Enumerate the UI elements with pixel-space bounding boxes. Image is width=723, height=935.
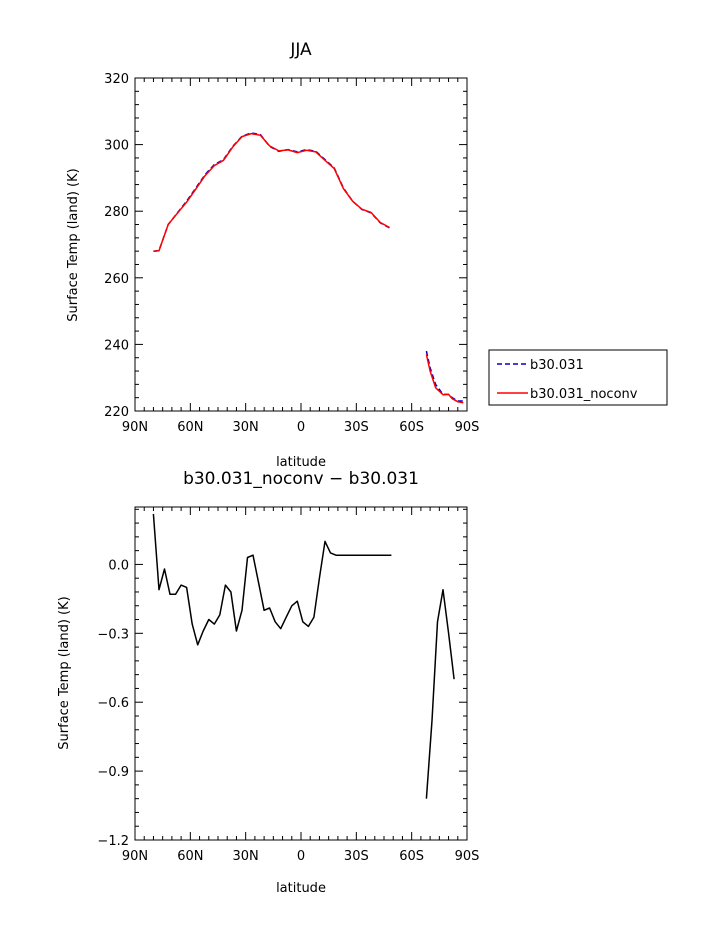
bottom-x-axis-label: latitude [276,881,326,896]
top-xtick-label: 30S [344,420,369,435]
legend-box [488,349,668,406]
bottom-xtick-label: 30N [233,849,259,864]
bottom-chart-title: b30.031_noconv − b30.031 [183,469,419,489]
top-y-axis-label: Surface Temp (land) (K) [66,168,81,321]
bottom-ytick-label: −0.3 [97,627,129,642]
bottom-y-axis-label: Surface Temp (land) (K) [57,596,72,749]
bottom-ticks: −1.2 −0.9 −0.6 −0.3 0.0 90N 60N 30N 0 30S 60S 90S [97,507,479,864]
top-plot-frame [134,77,468,412]
top-panel: JJA 220 240 260 280 300 320 90N 60N 30N 0 30S 60S 90… [66,40,668,470]
bottom-xtick-label: 90N [122,849,148,864]
legend-label-b30-031: b30.031 [530,358,584,373]
top-xtick-label: 0 [297,420,305,435]
top-chart-title: JJA [289,40,312,60]
bottom-xtick-label: 0 [297,849,305,864]
top-xtick-label: 30N [233,420,259,435]
top-series-lines [153,132,464,404]
bottom-series-0-segment-1 [425,588,455,799]
legend-label-b30-031-noconv: b30.031_noconv [530,387,638,402]
bottom-ytick-label: −1.2 [97,834,129,849]
top-ytick-label: 320 [104,72,129,87]
top-ticks: 220 240 260 280 300 320 90N 60N 30N 0 30S 60S 90S [104,72,479,435]
top-xtick-label: 60S [399,420,424,435]
legend: b30.031 b30.031_noconv [488,349,668,406]
top-ytick-label: 260 [104,272,129,287]
bottom-xtick-label: 60S [399,849,424,864]
top-xtick-label: 90S [455,420,480,435]
bottom-panel: b30.031_noconv − b30.031 −1.2 −0.9 −0.6 −0.… [57,469,479,896]
top-series-0-segment-0 [153,132,390,252]
bottom-ytick-label: −0.6 [97,696,129,711]
top-x-axis-label: latitude [276,455,326,470]
top-series-1-segment-0 [153,132,390,252]
top-xtick-label: 90N [122,420,148,435]
bottom-plot-frame [134,506,468,841]
bottom-xtick-label: 60N [177,849,203,864]
top-ytick-label: 220 [104,405,129,420]
bottom-xtick-label: 30S [344,849,369,864]
top-ytick-label: 280 [104,205,129,220]
top-ytick-label: 240 [104,338,129,353]
bottom-ytick-label: 0.0 [108,558,129,573]
top-series-1-segment-1 [425,354,464,404]
top-xtick-label: 60N [177,420,203,435]
top-ytick-label: 300 [104,139,129,154]
bottom-series-0-segment-0 [152,513,392,646]
bottom-ytick-label: −0.9 [97,765,129,780]
bottom-xtick-label: 90S [455,849,480,864]
bottom-series-lines [152,513,455,799]
